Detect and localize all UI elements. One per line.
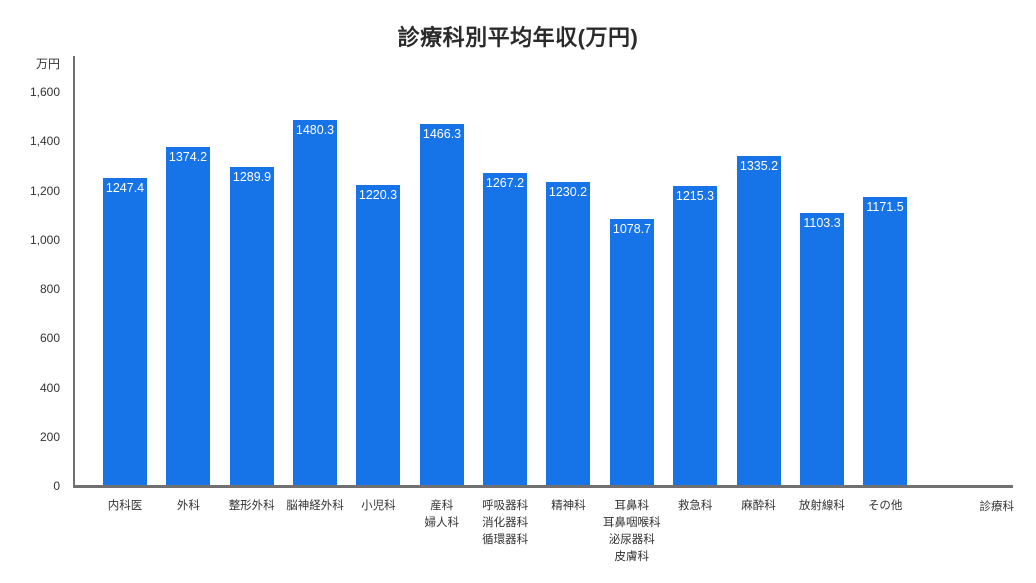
y-axis-unit-label: 万円 <box>35 57 60 71</box>
x-axis-tick-label: 外科 <box>176 500 200 512</box>
bar[interactable]: 1171.5 <box>863 196 907 485</box>
y-axis-tick-label: 1,200 <box>29 183 60 198</box>
bar-value-label: 1215.3 <box>675 188 715 203</box>
bar-value-label: 1230.2 <box>548 185 588 200</box>
x-axis-tick-label: 小児科 <box>361 500 396 512</box>
x-axis-tick-label: 麻酔科 <box>741 500 776 512</box>
bar-value-label: 1466.3 <box>422 126 462 141</box>
bar[interactable]: 1078.7 <box>610 219 654 485</box>
x-axis-tick-label: 産科 婦人科 <box>424 500 460 529</box>
x-axis-tick-label: 脳神経外科 <box>286 500 344 512</box>
x-axis-title: 診療科 <box>979 501 1015 513</box>
y-axis-line <box>73 56 75 487</box>
x-axis-tick-label: その他 <box>867 500 903 512</box>
x-axis-tick-label: 整形外科 <box>228 500 275 512</box>
chart-title: 診療科別平均年収(万円) <box>397 25 639 50</box>
x-axis-tick-label: 内科医 <box>107 500 143 512</box>
y-axis-tick-label: 1,600 <box>29 85 60 99</box>
bar-value-label: 1374.2 <box>168 149 208 164</box>
bar[interactable]: 1220.3 <box>356 184 400 485</box>
y-axis-tick-label: 600 <box>39 331 60 346</box>
bar-value-label: 1480.3 <box>295 123 335 138</box>
bar[interactable]: 1480.3 <box>293 120 337 485</box>
bar[interactable]: 1466.3 <box>420 123 464 485</box>
bar[interactable]: 1335.2 <box>737 156 781 485</box>
y-axis-tick-label: 800 <box>39 282 60 296</box>
bar-value-label: 1267.2 <box>485 175 525 190</box>
y-axis-tick-label: 0 <box>53 479 60 493</box>
bar-value-label: 1289.9 <box>232 170 272 185</box>
bar-value-label: 1220.3 <box>358 187 398 202</box>
bar-value-label: 1335.2 <box>739 159 779 174</box>
y-axis-tick-label: 1,000 <box>29 232 60 247</box>
bar-value-label: 1078.7 <box>612 222 652 237</box>
bar[interactable]: 1230.2 <box>546 182 590 485</box>
x-axis-tick-label: 救急科 <box>677 500 713 512</box>
x-axis-tick-label: 耳鼻科 耳鼻咽喉科 泌尿器科 皮膚科 <box>603 500 661 563</box>
bar[interactable]: 1247.4 <box>103 177 147 485</box>
bar[interactable]: 1267.2 <box>483 172 527 485</box>
bar[interactable]: 1374.2 <box>166 146 210 485</box>
x-axis-tick-label: 精神科 <box>551 500 586 512</box>
bar-value-label: 1171.5 <box>866 199 904 214</box>
bar[interactable]: 1103.3 <box>800 213 844 485</box>
bar[interactable]: 1215.3 <box>673 185 717 485</box>
x-axis-tick-label: 呼吸器科 消化器科 循環器科 <box>482 500 529 546</box>
x-axis-line <box>73 485 1013 488</box>
bar[interactable]: 1289.9 <box>230 167 274 485</box>
x-axis-tick-label: 放射線科 <box>798 500 845 512</box>
y-axis-tick-label: 200 <box>39 429 60 444</box>
bar-value-label: 1103.3 <box>803 216 841 231</box>
bar-value-label: 1247.4 <box>105 180 145 195</box>
y-axis-tick-label: 1,400 <box>29 134 60 149</box>
y-axis-tick-label: 400 <box>39 380 60 395</box>
